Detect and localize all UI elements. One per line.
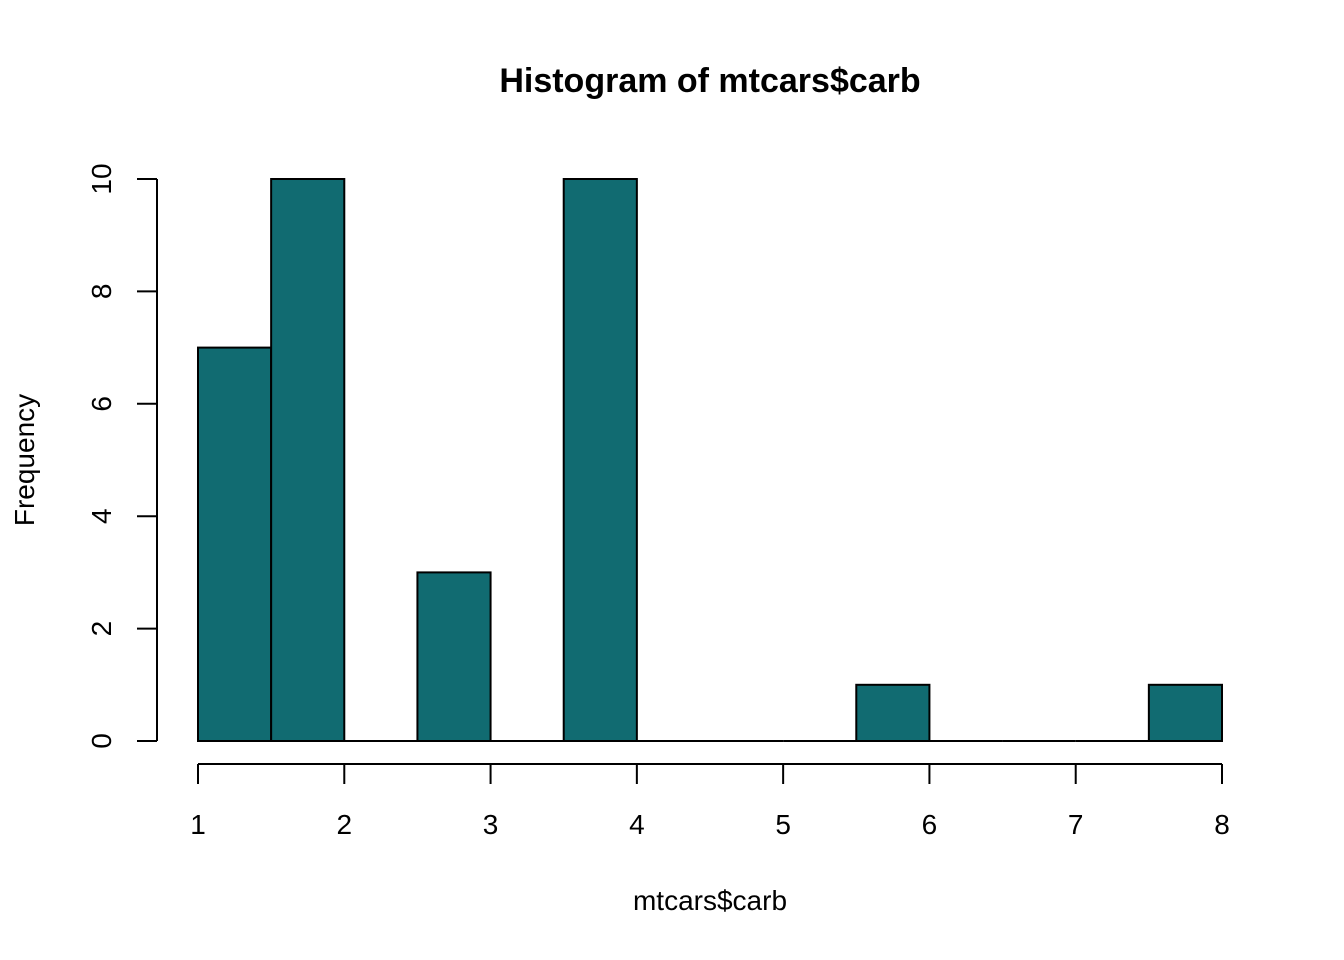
y-axis: 0 2 4 6 8 10 [86, 163, 158, 749]
x-tick-label: 4 [629, 809, 645, 840]
x-tick-label: 2 [336, 809, 352, 840]
y-tick-label: 2 [86, 621, 117, 637]
x-tick-label: 8 [1214, 809, 1230, 840]
y-tick-label: 4 [86, 508, 117, 524]
x-tick-label: 5 [775, 809, 791, 840]
histogram-bar [1147, 683, 1224, 742]
histogram-bar [855, 683, 931, 742]
x-tick-label: 7 [1068, 809, 1084, 840]
bars-group [197, 178, 1224, 743]
histogram-bar [416, 571, 492, 743]
y-tick-label: 6 [86, 396, 117, 412]
x-tick-label: 6 [922, 809, 938, 840]
y-tick-label: 10 [86, 163, 117, 194]
y-axis-label: Frequency [9, 394, 40, 526]
y-tick-label: 0 [86, 733, 117, 749]
chart-title: Histogram of mtcars$carb [499, 62, 920, 100]
x-tick-label: 3 [483, 809, 499, 840]
y-tick-label: 8 [86, 284, 117, 300]
histogram-bar [562, 178, 638, 742]
histogram-bar [197, 346, 273, 742]
x-axis-label: mtcars$carb [633, 885, 787, 916]
histogram-bar [270, 178, 346, 742]
x-axis: 1 2 3 4 5 6 7 8 [190, 763, 1230, 840]
x-tick-label: 1 [190, 809, 206, 840]
